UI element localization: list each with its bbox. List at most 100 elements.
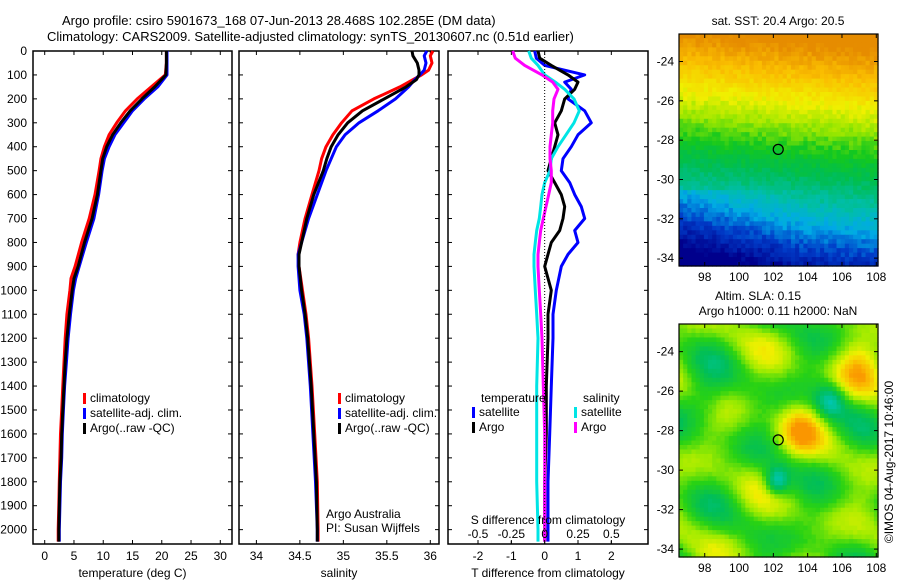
y-tick-label: 900 bbox=[7, 259, 27, 273]
map-cell bbox=[770, 257, 775, 263]
map-cell bbox=[691, 355, 697, 361]
map-cell bbox=[824, 458, 829, 464]
x-tick-label: 0 bbox=[41, 549, 48, 563]
map-cell bbox=[770, 436, 775, 442]
map-cell bbox=[869, 413, 875, 419]
map-cell bbox=[749, 60, 755, 66]
map-cell bbox=[691, 431, 697, 437]
map-cell bbox=[683, 203, 688, 209]
map-cell bbox=[778, 100, 784, 106]
map-cell bbox=[857, 252, 863, 258]
map-cell bbox=[790, 261, 796, 267]
map-cell bbox=[724, 252, 730, 258]
map-cell bbox=[799, 172, 804, 178]
map-cell bbox=[873, 74, 879, 80]
map-cell bbox=[786, 485, 792, 491]
map-cell bbox=[799, 436, 804, 442]
map-cell bbox=[824, 216, 829, 222]
map-cell bbox=[749, 480, 755, 486]
map-cell bbox=[766, 83, 771, 89]
map-cell bbox=[703, 400, 709, 406]
map-cell bbox=[757, 221, 763, 227]
map-cell bbox=[869, 141, 875, 147]
map-cell bbox=[857, 203, 863, 209]
map-cell bbox=[695, 324, 701, 330]
map-cell bbox=[807, 145, 813, 151]
map-cell bbox=[716, 503, 722, 509]
map-cell bbox=[728, 74, 734, 80]
map-cell bbox=[869, 132, 875, 138]
map-cell bbox=[724, 114, 730, 120]
map-cell bbox=[761, 145, 767, 151]
map-cell bbox=[840, 359, 846, 365]
map-cell bbox=[761, 377, 767, 383]
map-cell bbox=[691, 190, 697, 196]
map-cell bbox=[778, 248, 784, 254]
map-cell bbox=[815, 413, 821, 419]
map-cell bbox=[749, 199, 755, 205]
map-cell bbox=[770, 332, 775, 339]
map-cell bbox=[861, 337, 867, 343]
map-cell bbox=[799, 154, 804, 160]
map-cell bbox=[728, 404, 734, 410]
map-cell bbox=[724, 346, 730, 352]
map-cell bbox=[824, 69, 829, 75]
map-cell bbox=[790, 154, 796, 160]
map-cell bbox=[824, 118, 829, 124]
map-cell bbox=[737, 208, 742, 214]
map-cell bbox=[828, 172, 833, 178]
map-cell bbox=[703, 190, 709, 196]
map-cell bbox=[703, 453, 709, 460]
map-cell bbox=[840, 395, 846, 401]
map-cell bbox=[728, 243, 734, 249]
map-cell bbox=[857, 324, 863, 330]
map-cell bbox=[873, 449, 879, 455]
map-cell bbox=[774, 252, 780, 258]
map-cell bbox=[749, 216, 755, 222]
map-cell bbox=[699, 185, 705, 191]
map-cell bbox=[815, 489, 821, 495]
map-cell bbox=[761, 172, 767, 178]
map-cell bbox=[687, 261, 693, 267]
map-cell bbox=[708, 34, 713, 40]
map-cell bbox=[732, 337, 738, 343]
map-cell bbox=[741, 123, 746, 129]
map-cell bbox=[824, 467, 829, 473]
map-cell bbox=[770, 480, 775, 486]
map-cell bbox=[753, 248, 759, 254]
map-cell bbox=[799, 341, 804, 347]
map-cell bbox=[691, 512, 697, 518]
map-cell bbox=[840, 74, 846, 80]
map-cell bbox=[828, 194, 833, 200]
map-cell bbox=[716, 489, 722, 495]
map-cell bbox=[737, 100, 742, 106]
map-cell bbox=[778, 47, 784, 53]
x-axis-label: T difference from climatology bbox=[471, 566, 625, 580]
map-cell bbox=[724, 431, 730, 437]
map-cell bbox=[803, 42, 809, 48]
map-cell bbox=[683, 230, 688, 236]
map-cell bbox=[853, 132, 858, 138]
map-cell bbox=[766, 525, 771, 531]
map-cell bbox=[737, 431, 742, 437]
map-cell bbox=[745, 60, 751, 66]
map-cell bbox=[865, 167, 871, 173]
map-cell bbox=[782, 355, 788, 361]
map-cell bbox=[807, 83, 813, 89]
map-cell bbox=[757, 413, 763, 419]
map-cell bbox=[716, 413, 722, 419]
map-cell bbox=[799, 109, 804, 115]
map-cell bbox=[757, 449, 763, 455]
map-cell bbox=[749, 422, 755, 428]
map-cell bbox=[708, 400, 713, 406]
map-cell bbox=[873, 382, 879, 388]
map-cell bbox=[840, 521, 846, 527]
map-cell bbox=[770, 503, 775, 509]
map-cell bbox=[836, 391, 842, 397]
map-cell bbox=[708, 440, 713, 446]
map-cell bbox=[683, 51, 688, 57]
map-cell bbox=[795, 47, 800, 53]
map-cell bbox=[774, 239, 780, 245]
map-cell bbox=[716, 118, 722, 124]
map-cell bbox=[741, 34, 746, 40]
